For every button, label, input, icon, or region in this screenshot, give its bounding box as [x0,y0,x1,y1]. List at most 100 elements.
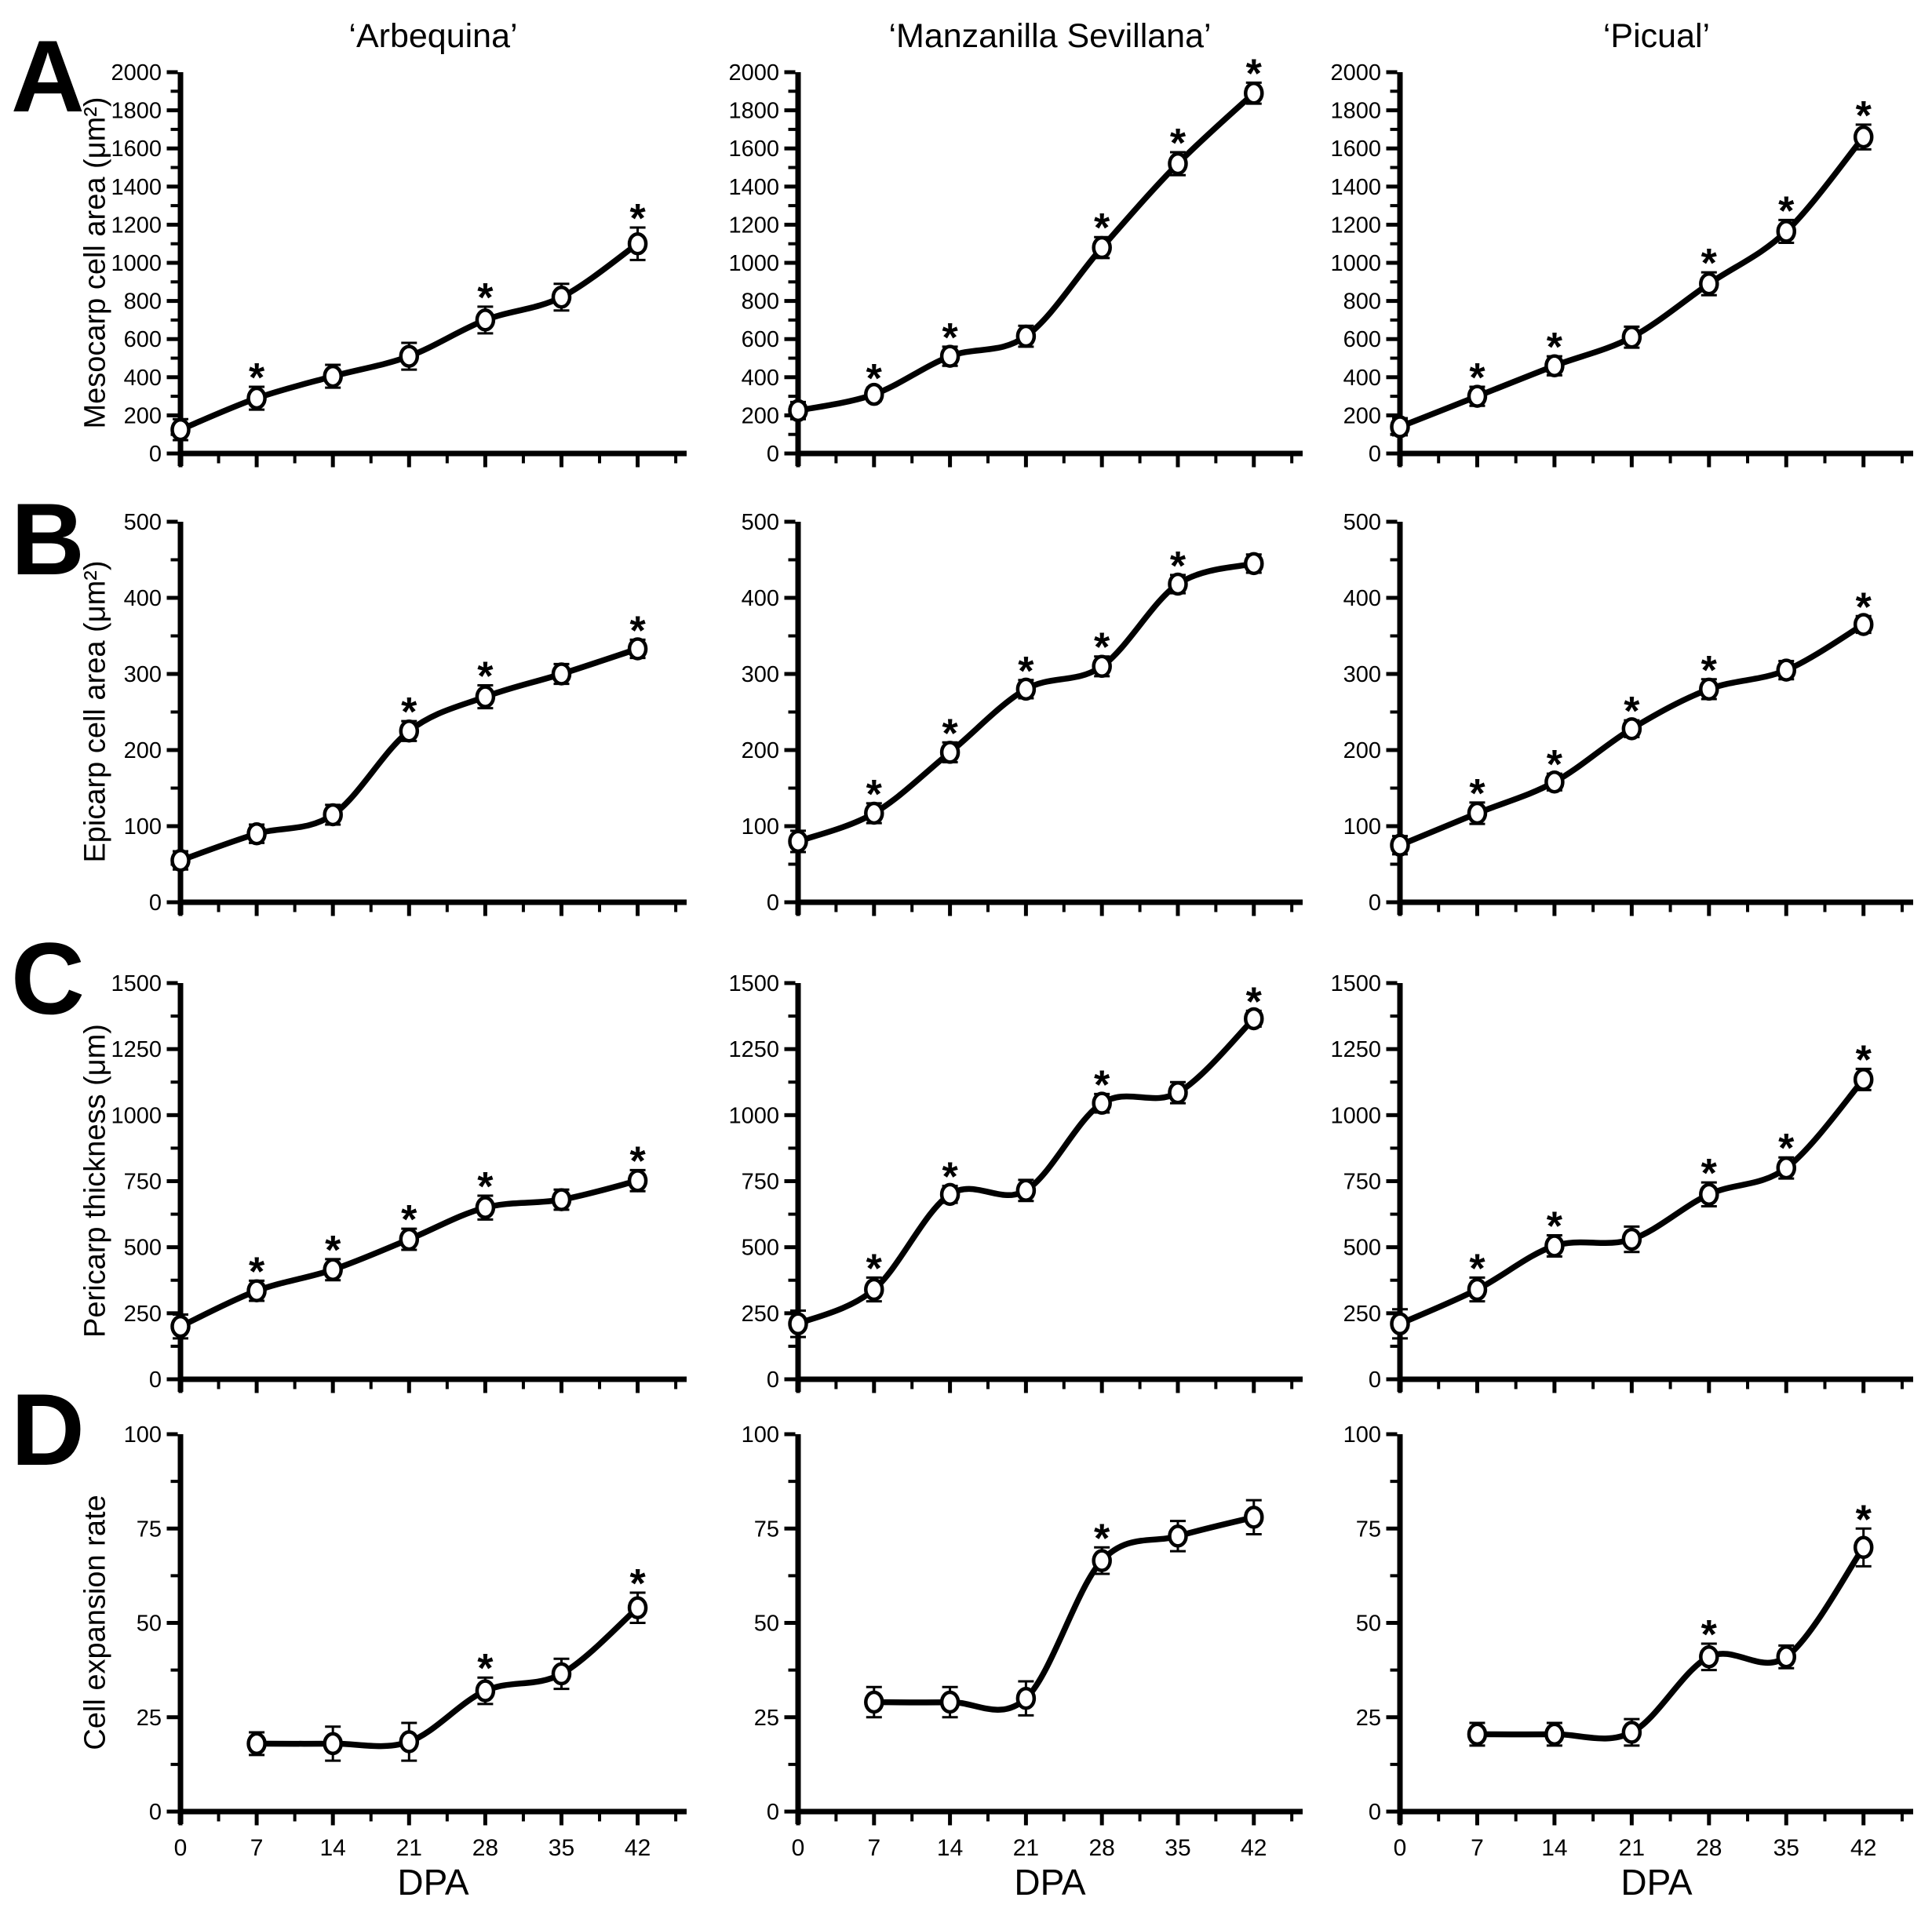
x-tick-label: 7 [1471,1835,1484,1861]
panel-label-c: C [11,921,85,1036]
data-point [170,417,191,442]
significance-asterisk: * [1094,1516,1110,1561]
x-tick-label: 21 [1013,1835,1039,1861]
fit-curve [871,1514,1257,1713]
significance-asterisk: * [1246,979,1263,1025]
y-tick-label: 100 [1343,814,1381,839]
y-tick-label: 0 [149,1368,162,1393]
y-tick-label: 250 [1343,1302,1381,1327]
data-point [939,344,961,368]
significance-asterisk: * [401,690,417,735]
data-point [551,1188,572,1211]
y-tick-label: 1400 [111,175,162,200]
data-point [551,285,572,309]
y-tick-label: 1400 [728,175,779,200]
y-tick-label: 1600 [111,137,162,162]
x-axis-label-dpa-picual: DPA [1620,1862,1693,1903]
x-tick-label: 21 [396,1835,422,1861]
data-point [323,1258,343,1282]
y-tick-label: 1600 [1330,137,1381,162]
y-tick-label: 600 [1343,327,1381,352]
data-point [1776,1156,1797,1180]
data-point [323,364,343,388]
y-tick-label: 0 [767,1800,779,1825]
data-point [1244,552,1264,576]
panel-label-d: D [11,1372,85,1487]
data-point [939,1182,961,1207]
y-tick-label: 200 [124,403,162,428]
chart-pericarp-manzanilla-sevillana: 0 250 500 750 1000 1250 1500 * * * * [728,971,1303,1393]
y-tick-label: 50 [137,1612,162,1637]
data-point [551,1662,572,1686]
data-point [1853,125,1874,149]
significance-asterisk: * [325,1228,341,1273]
significance-asterisk: * [477,1164,494,1210]
significance-asterisk: * [1856,1037,1872,1083]
data-point [475,1196,496,1219]
data-point [1467,1277,1488,1302]
y-tick-label: 2000 [728,60,779,86]
chart-epicarp-picual: 0 100 200 300 400 500 * * * * * [1343,510,1913,916]
y-tick-label: 2000 [1330,60,1381,86]
y-tick-label: 200 [1343,738,1381,763]
x-tick-label: 42 [1241,1835,1267,1861]
chart-mesocarp-manzanilla-sevillana: 0 200 400 600 800 1000 1200 1400 1600 1800 2000 * * *… [728,51,1303,468]
y-tick-label: 1400 [1330,175,1381,200]
y-tick-label: 300 [1343,662,1381,687]
y-tick-label: 600 [124,327,162,352]
data-point [788,829,808,854]
y-tick-label: 100 [742,1422,779,1448]
data-point [1853,613,1874,636]
y-tick-label: 1000 [111,1103,162,1128]
x-tick-label: 35 [549,1835,574,1861]
y-tick-label: 0 [1369,1800,1381,1825]
y-tick-label: 1500 [111,971,162,996]
data-point [475,1679,496,1703]
data-point [1699,271,1719,296]
data-point [1544,354,1565,377]
significance-asterisk: * [629,1138,646,1184]
data-point [1467,1722,1488,1746]
data-point [1467,384,1488,408]
data-point [627,1169,648,1193]
significance-asterisk: * [1469,771,1485,817]
y-tick-label: 75 [1356,1517,1381,1542]
x-tick-label: 35 [1773,1835,1799,1861]
data-point [475,308,496,332]
data-point [1168,151,1188,176]
y-tick-label: 1000 [728,251,779,276]
y-tick-label: 750 [742,1170,779,1195]
data-point [399,719,420,743]
data-point [1699,677,1719,701]
y-tick-label: 400 [742,366,779,391]
x-axis-label-dpa-manzanilla-sevillana: DPA [1014,1862,1086,1903]
data-point [1092,1549,1112,1572]
fit-curve [253,1604,641,1750]
significance-asterisk: * [1778,1126,1795,1171]
data-point [1467,801,1488,825]
y-tick-label: 0 [149,1800,162,1825]
y-tick-label: 1000 [728,1103,779,1128]
y-tick-label: 1800 [111,99,162,124]
data-point [939,741,961,764]
data-point [323,1732,343,1756]
x-tick-label: 0 [1394,1835,1407,1861]
chart-cell-expansion-manzanilla-sevillana: 0 25 50 75 100 0 7 14 21 28 35 42 * [742,1422,1303,1861]
significance-asterisk: * [942,1155,958,1200]
data-point [1015,324,1037,348]
data-point [864,382,884,406]
y-tick-label: 0 [1369,442,1381,467]
x-tick-label: 21 [1619,1835,1645,1861]
significance-asterisk: * [1246,51,1263,97]
chart-pericarp-arbequina: 0 250 500 750 1000 1250 1500 * * * * * [111,971,687,1393]
chart-cell-expansion-picual: 0 25 50 75 100 0 7 14 21 28 35 42 * * [1343,1422,1913,1861]
y-tick-label: 0 [1369,890,1381,916]
data-point [1244,1007,1264,1031]
chart-mesocarp-picual: 0 200 400 600 800 1000 1200 1400 1600 1800 2000 * * *… [1330,60,1913,468]
data-point [1092,235,1112,260]
data-point [864,1690,884,1714]
y-tick-label: 0 [149,442,162,467]
y-tick-label: 500 [742,510,779,535]
y-tick-label: 500 [742,1236,779,1261]
y-tick-label: 1000 [111,251,162,276]
